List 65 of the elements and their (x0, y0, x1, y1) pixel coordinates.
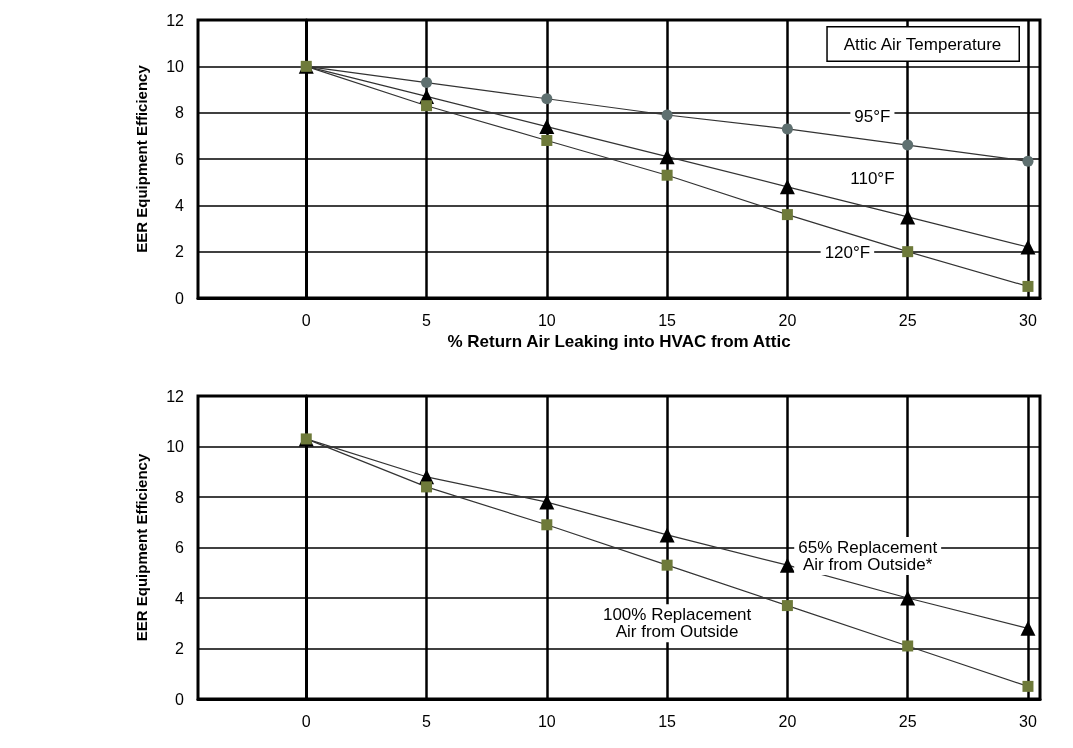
y-tick-label: 4 (175, 589, 185, 607)
y-tick-label: 8 (175, 104, 185, 122)
point (1022, 680, 1034, 692)
x-tick-label: 0 (301, 311, 311, 329)
x-tick-label: 30 (1019, 311, 1037, 329)
point (661, 169, 673, 181)
point (1022, 155, 1034, 167)
y-tick-label: 0 (175, 690, 185, 708)
x-tick-label: 25 (898, 311, 917, 329)
x-tick-label: 5 (422, 712, 432, 730)
point (900, 209, 916, 225)
series-label: 95°F (854, 107, 891, 127)
point (781, 123, 793, 135)
y-tick-label: 6 (175, 539, 185, 556)
point (900, 590, 916, 606)
x-tick-label: 15 (658, 311, 677, 329)
point (541, 519, 553, 531)
point (421, 77, 433, 89)
y-tick-label: 0 (175, 289, 185, 307)
legend-title: Attic Air Temperature (843, 34, 1002, 54)
y-axis-title: EER Equipment Efficiency (132, 453, 150, 642)
point (661, 109, 673, 121)
point (902, 640, 914, 652)
x-tick-label: 10 (537, 311, 556, 329)
x-tick-label: 30 (1019, 712, 1037, 730)
series-label: 65% Replacement Air from Outside* (798, 538, 938, 574)
point (902, 246, 914, 258)
point (541, 93, 553, 105)
point (661, 559, 673, 571)
y-tick-label: 12 (166, 11, 185, 29)
y-tick-label: 8 (175, 488, 185, 506)
point (779, 179, 795, 195)
point (421, 481, 433, 493)
x-tick-label: 20 (778, 712, 797, 730)
y-tick-label: 4 (175, 196, 185, 214)
point (539, 119, 555, 135)
y-tick-label: 12 (166, 387, 185, 405)
series-label: 120°F (824, 243, 871, 263)
point (659, 527, 675, 543)
point (1020, 239, 1036, 255)
y-tick-label: 6 (175, 150, 185, 168)
x-tick-label: 15 (658, 712, 677, 730)
x-tick-label: 10 (537, 712, 556, 730)
point (781, 209, 793, 221)
point (1022, 280, 1034, 292)
point (902, 139, 914, 151)
y-tick-label: 2 (175, 640, 185, 657)
point (779, 557, 795, 573)
point (1020, 620, 1036, 636)
point (781, 600, 793, 612)
x-tick-label: 20 (778, 311, 797, 329)
point (421, 100, 433, 112)
x-tick-label: 5 (422, 311, 432, 329)
point (659, 149, 675, 165)
point (541, 134, 553, 146)
series-label: 100% Replacement Air from Outside (602, 605, 752, 642)
series-label: 110°F (850, 169, 895, 189)
y-tick-label: 10 (166, 438, 185, 455)
x-tick-label: 0 (301, 712, 311, 730)
x-tick-label: 25 (898, 712, 917, 730)
y-tick-label: 10 (166, 57, 185, 75)
y-tick-label: 2 (175, 243, 185, 261)
y-axis-title: EER Equipment Efficiency (132, 64, 150, 253)
point (539, 494, 555, 510)
x-axis-title: % Return Air Leaking into HVAC from Attic (447, 332, 791, 352)
